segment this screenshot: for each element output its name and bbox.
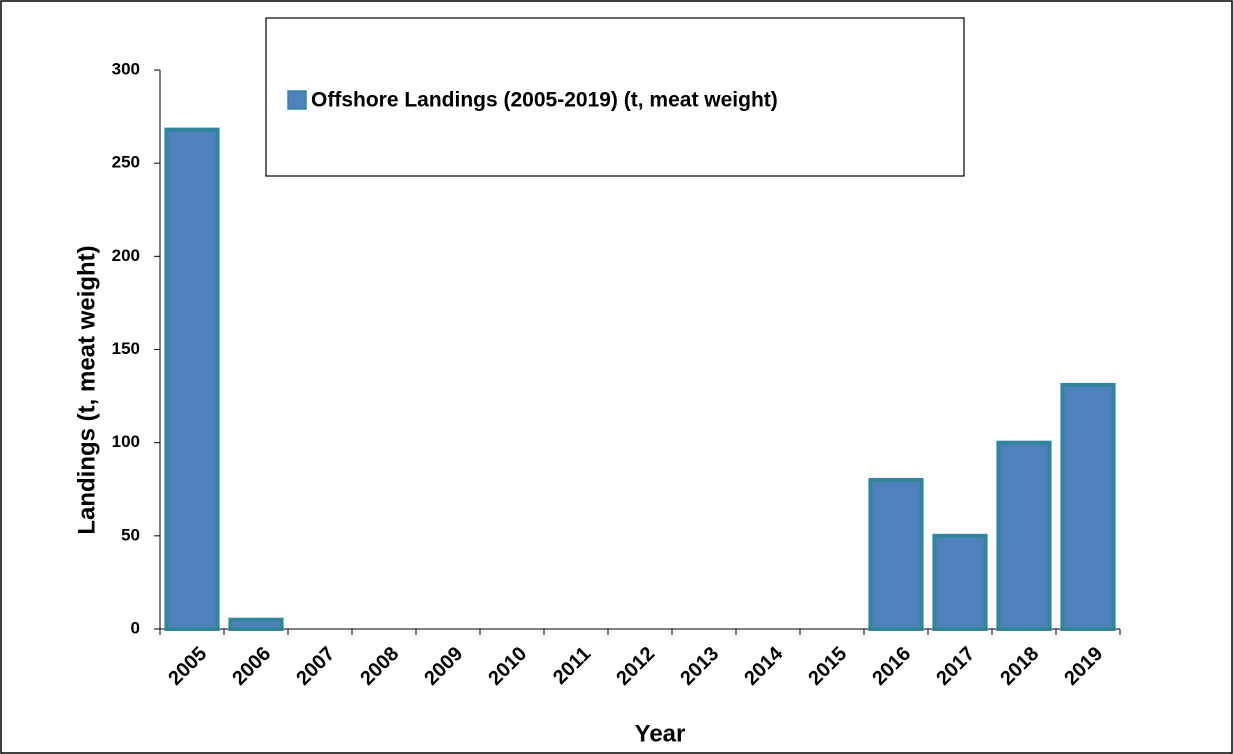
y-axis-label: Landings (t, meat weight): [73, 245, 100, 534]
y-tick-label: 100: [112, 432, 140, 451]
bar: [996, 440, 1052, 631]
y-tick-label: 250: [112, 153, 140, 172]
legend-swatch: [287, 90, 307, 110]
y-tick-label: 200: [112, 246, 140, 265]
y-tick-label: 300: [112, 59, 140, 78]
y-tick-label: 150: [112, 339, 140, 358]
bar: [932, 533, 988, 631]
y-tick-label: 0: [131, 618, 140, 637]
legend-label: Offshore Landings (2005-2019) (t, meat w…: [311, 89, 778, 112]
y-tick-label: 50: [121, 525, 140, 544]
bar: [868, 477, 924, 631]
bar: [228, 617, 284, 632]
x-axis-label: Year: [635, 720, 686, 747]
bar: [164, 127, 220, 631]
legend-box: [265, 17, 965, 177]
bar: [1060, 382, 1116, 631]
